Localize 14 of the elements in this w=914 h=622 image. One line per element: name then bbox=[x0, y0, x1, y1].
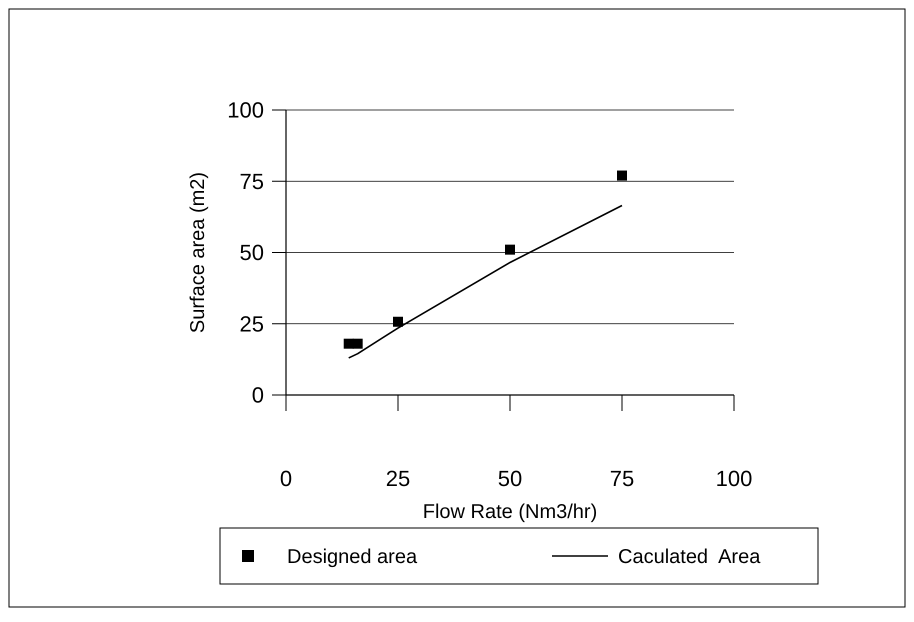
y-tick-label: 50 bbox=[240, 240, 264, 266]
y-tick-label: 100 bbox=[227, 98, 264, 123]
y-axis-title: Surface area (m2) bbox=[187, 172, 209, 334]
x-axis-title: Flow Rate (Nm3/hr) bbox=[422, 501, 598, 523]
x-tick-label: 25 bbox=[386, 466, 410, 491]
y-tick-label: 25 bbox=[240, 311, 264, 336]
legend-label: Caculated Area bbox=[618, 546, 762, 568]
x-tick-label: 100 bbox=[716, 466, 752, 491]
y-tick-label: 0 bbox=[252, 382, 264, 408]
y-tick-label: 75 bbox=[240, 168, 264, 194]
x-tick-label: 75 bbox=[610, 466, 634, 491]
legend-label: Designed area bbox=[287, 546, 418, 568]
x-tick-label: 0 bbox=[280, 466, 292, 491]
x-tick-label: 50 bbox=[498, 466, 522, 491]
